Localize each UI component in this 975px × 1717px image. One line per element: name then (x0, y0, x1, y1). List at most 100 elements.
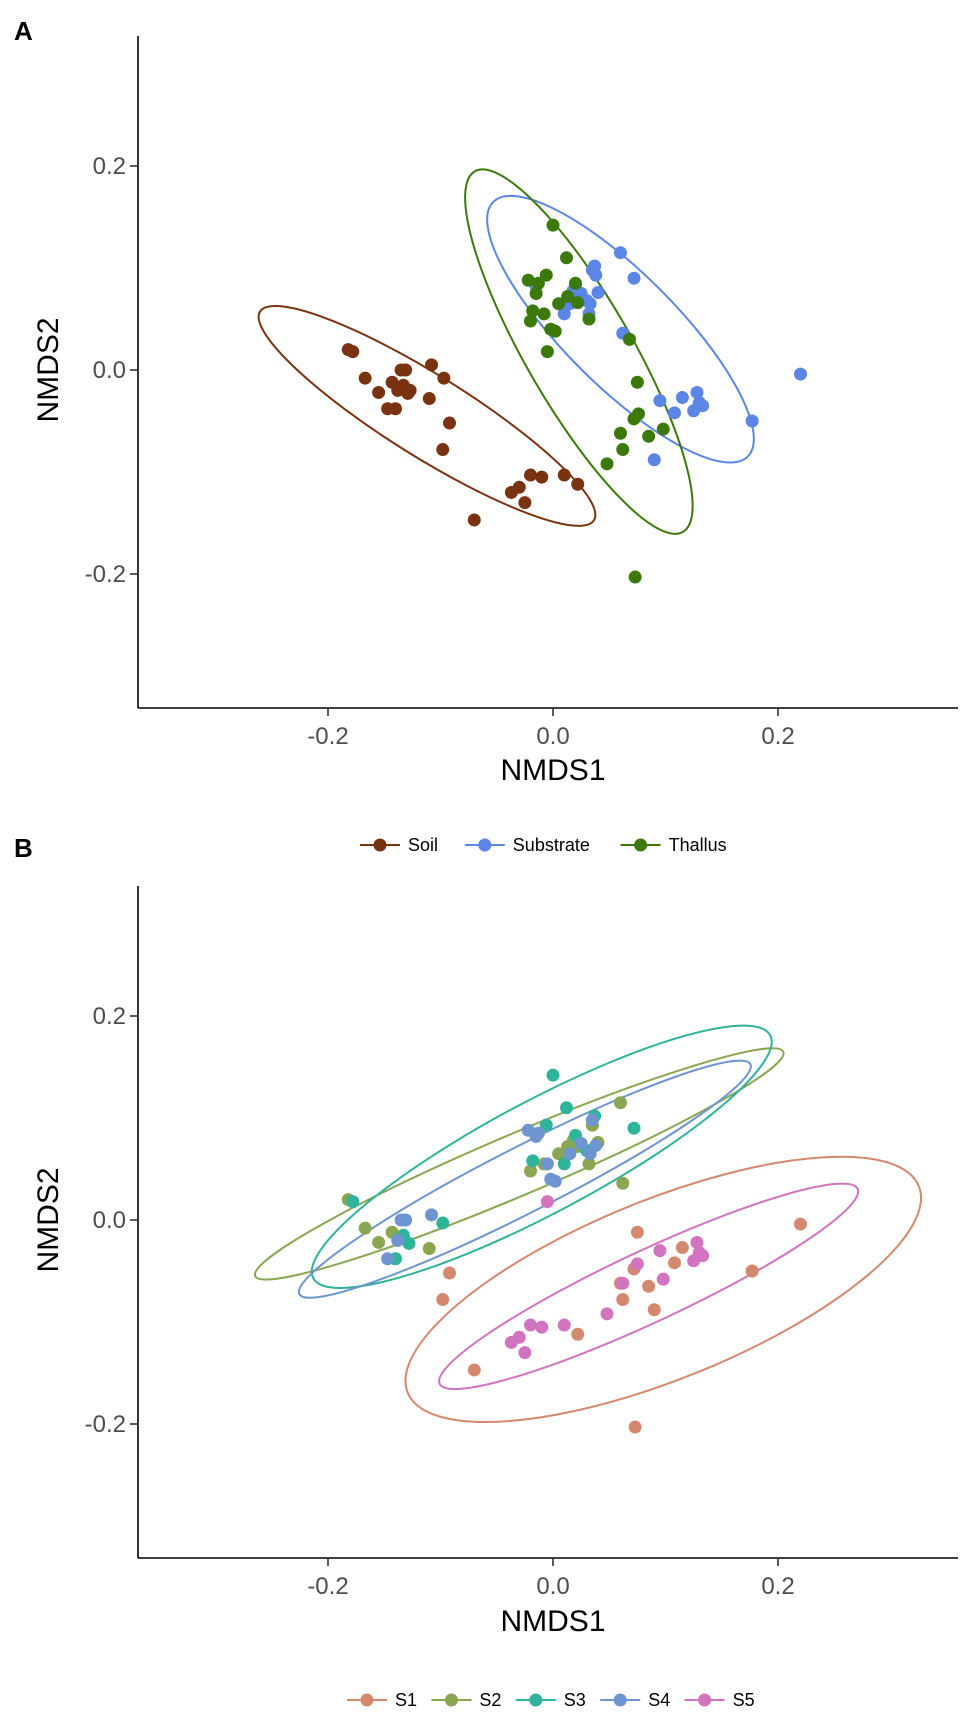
panel-a-point-thallus-9 (546, 218, 560, 232)
panel-a-y-tick-label-1: 0.0 (93, 357, 126, 384)
panel-b-ellipse-s3 (310, 1024, 773, 1289)
panel-a-point-thallus-24 (632, 407, 645, 421)
panel-b-ticks: -0.2 0.0 0.2 -0.2 0.0 0.2 (85, 1003, 795, 1600)
panel-a-point-substrate-13 (591, 285, 605, 299)
panel-a-point-thallus-19 (616, 443, 630, 457)
panel-b-point-s2-15 (616, 1176, 630, 1190)
panel-a-ellipse-soil (257, 304, 597, 527)
panel-a-point-soil-13 (422, 392, 436, 406)
panel-a-y-axis-title: NMDS2 (32, 317, 65, 422)
panel-a-x-tick-label-0: -0.2 (307, 723, 348, 750)
panel-a-point-soil-15 (437, 371, 451, 385)
panel-b-legend-label-s2: S2 (479, 1690, 501, 1710)
panel-a-point-thallus-14 (569, 276, 582, 290)
panel-b-point-s1-1 (443, 1266, 456, 1280)
panel-b-legend-label-s1: S1 (395, 1690, 417, 1710)
panel-b-ellipse-s1 (404, 1155, 923, 1423)
panel-b-point-s1-9 (642, 1279, 656, 1293)
panel-a-point-thallus-26 (656, 422, 670, 436)
panel-a-point-substrate-16 (627, 271, 641, 285)
panel-a-point-substrate-17 (647, 453, 661, 467)
panel-a-point-soil-18 (467, 513, 481, 527)
panel-a-x-tick-label-1: 0.0 (536, 723, 569, 750)
panel-b-point-s1-12 (675, 1241, 689, 1255)
panel-a-point-soil-21 (518, 496, 532, 510)
panel-b-point-s5-4 (535, 1320, 549, 1334)
panel-b-x-tick-label-2: 0.2 (761, 1573, 794, 1600)
panel-b-point-s5-9 (630, 1257, 644, 1271)
panel-a-legend: Soil Substrate Thallus (360, 835, 727, 855)
panel-b-point-s5-10 (653, 1244, 667, 1258)
panel-a-point-soil-6 (389, 402, 402, 416)
panel-a-legend-key-dot-thallus (634, 838, 648, 852)
panel-a-point-thallus-17 (600, 457, 614, 471)
panel-b-point-s1-8 (630, 1225, 644, 1239)
panel-a-point-soil-12 (403, 383, 417, 397)
panel-a-point-thallus-22 (628, 570, 642, 584)
panel-a-point-thallus-13 (561, 290, 575, 304)
panel-b-ellipses (253, 1024, 923, 1423)
panel-a-point-substrate-25 (745, 414, 759, 428)
panel-a-label: A (14, 16, 33, 46)
panel-a-point-soil-1 (346, 345, 360, 359)
panel-a-legend-key-dot-soil (373, 838, 387, 852)
panel-b-point-s2-11 (582, 1157, 596, 1171)
panel-b-point-s1-11 (668, 1256, 681, 1270)
panel-a-point-substrate-26 (794, 367, 807, 381)
panel-b-legend-label-s4: S4 (648, 1690, 670, 1710)
panel-b-point-s5-7 (600, 1307, 614, 1321)
panel-b-legend-label-s3: S3 (564, 1690, 586, 1710)
panel-a: A -0.2 0.0 0.2 -0.2 0.0 0.2 NMDS1 NMDS2 (14, 16, 958, 787)
panel-a-points (341, 218, 807, 584)
panel-a-point-soil-3 (372, 385, 386, 399)
panel-b-x-tick-label-0: -0.2 (307, 1573, 348, 1600)
panel-b-points (341, 1068, 807, 1434)
panel-a-point-thallus-2 (526, 304, 540, 318)
panel-a-point-substrate-14 (614, 246, 627, 260)
panel-b-point-s1-5 (616, 1293, 630, 1307)
panel-b-label: B (14, 833, 33, 863)
panel-a-point-thallus-5 (537, 307, 551, 321)
panel-a-point-substrate-1 (557, 307, 571, 321)
panel-a-point-soil-10 (399, 363, 413, 377)
panel-b-point-s3-13 (627, 1121, 641, 1135)
panel-b-point-s5-13 (690, 1235, 704, 1249)
panel-a-point-soil-22 (524, 468, 537, 482)
panel-b-point-s4-8 (540, 1157, 554, 1171)
panel-b-legend-key-dot-s1 (360, 1693, 374, 1707)
panel-b-point-s3-4 (436, 1216, 450, 1230)
panel-b-point-s4-12 (574, 1137, 588, 1150)
panel-b-x-axis-title: NMDS1 (500, 1605, 605, 1638)
panel-b-point-s3-6 (539, 1118, 553, 1132)
panel-a-ellipse-thallus (464, 168, 694, 535)
panel-b-point-s5-3 (524, 1318, 537, 1332)
panel-b-point-s3-9 (560, 1101, 573, 1115)
panel-b-point-s5-2 (518, 1346, 532, 1360)
panel-a-ellipse-substrate (486, 194, 755, 464)
panel-b-point-s3-3 (402, 1236, 416, 1250)
panel-b-point-s4-7 (531, 1126, 545, 1140)
panel-a-point-soil-25 (571, 477, 585, 491)
panel-a-point-substrate-12 (589, 268, 603, 282)
panel-a-point-soil-14 (425, 358, 438, 372)
panel-a-y-tick-label-0: -0.2 (85, 561, 126, 588)
panel-a-point-thallus-18 (614, 426, 627, 440)
panel-b-point-s4-11 (563, 1147, 577, 1161)
panel-b-point-s5-8 (616, 1276, 630, 1290)
panel-b-point-s5-5 (540, 1195, 554, 1209)
panel-b-point-s1-14 (794, 1217, 807, 1231)
panel-a-point-substrate-24 (696, 399, 710, 413)
panel-b-point-s3-8 (557, 1157, 571, 1171)
panel-a-point-thallus-11 (552, 297, 566, 311)
panel-b-legend-key-dot-s3 (529, 1693, 543, 1707)
panel-a-point-thallus-4 (531, 276, 545, 290)
panel-b-legend-key-dot-s4 (613, 1693, 627, 1707)
panel-b-legend: S1 S2 S3 S4 S5 (347, 1690, 755, 1710)
panel-b-legend-label-s5: S5 (733, 1690, 755, 1710)
panel-a-point-thallus-6 (539, 268, 553, 282)
panel-b-x-tick-label-1: 0.0 (536, 1573, 569, 1600)
panel-a-point-thallus-23 (630, 375, 644, 389)
panel-a-x-tick-label-2: 0.2 (761, 723, 794, 750)
